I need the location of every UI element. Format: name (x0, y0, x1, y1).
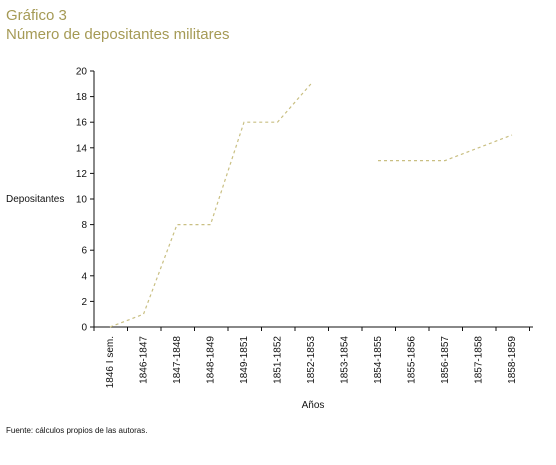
y-tick-label: 14 (76, 143, 88, 154)
y-tick-label: 12 (76, 169, 88, 180)
source-note: Fuente: cálculos propios de las autoras. (6, 426, 148, 435)
x-tick-label: 1854-1855 (373, 336, 384, 384)
x-tick-label: 1847-1848 (172, 336, 183, 384)
chart-labels: 0 2 4 6 8 10 12 14 16 18 20 1846 I sem. 1846-1847 184… (6, 67, 518, 412)
x-tick-label: 1851-1852 (273, 336, 284, 384)
chart-number-label: Gráfico 3 (6, 7, 67, 24)
x-axis-label: Años (302, 400, 325, 411)
chart-series (109, 83, 513, 328)
chart-ticks (90, 70, 530, 331)
x-tick-label: 1857-1858 (474, 336, 485, 384)
chart-title: Número de depositantes militares (6, 26, 230, 43)
x-tick-label: 1858-1859 (507, 336, 518, 384)
x-tick-label: 1848-1849 (206, 336, 217, 384)
y-tick-label: 18 (76, 92, 88, 103)
y-tick-label: 0 (81, 323, 87, 334)
y-tick-label: 20 (76, 67, 88, 78)
y-tick-label: 16 (76, 118, 88, 129)
x-tick-label: 1852-1853 (306, 336, 317, 384)
y-tick-label: 8 (81, 220, 87, 231)
chart-header: Gráfico 3 Número de depositantes militar… (6, 6, 229, 44)
chart-axes (93, 71, 533, 328)
x-tick-label: 1846 I sem. (105, 336, 116, 388)
y-tick-label: 2 (81, 297, 87, 308)
x-tick-label: 1855-1856 (407, 336, 418, 384)
y-tick-label: 4 (81, 271, 87, 282)
x-tick-label: 1856-1857 (440, 336, 451, 384)
x-tick-label: 1853-1854 (340, 336, 351, 384)
y-tick-label: 6 (81, 246, 87, 257)
x-tick-label: 1849-1851 (239, 336, 250, 384)
series-line-segment (378, 134, 513, 162)
y-axis-label: Depositantes (6, 194, 64, 205)
y-tick-label: 10 (76, 195, 88, 206)
x-tick-label: 1846-1847 (139, 336, 150, 384)
series-line-segment (109, 83, 312, 328)
